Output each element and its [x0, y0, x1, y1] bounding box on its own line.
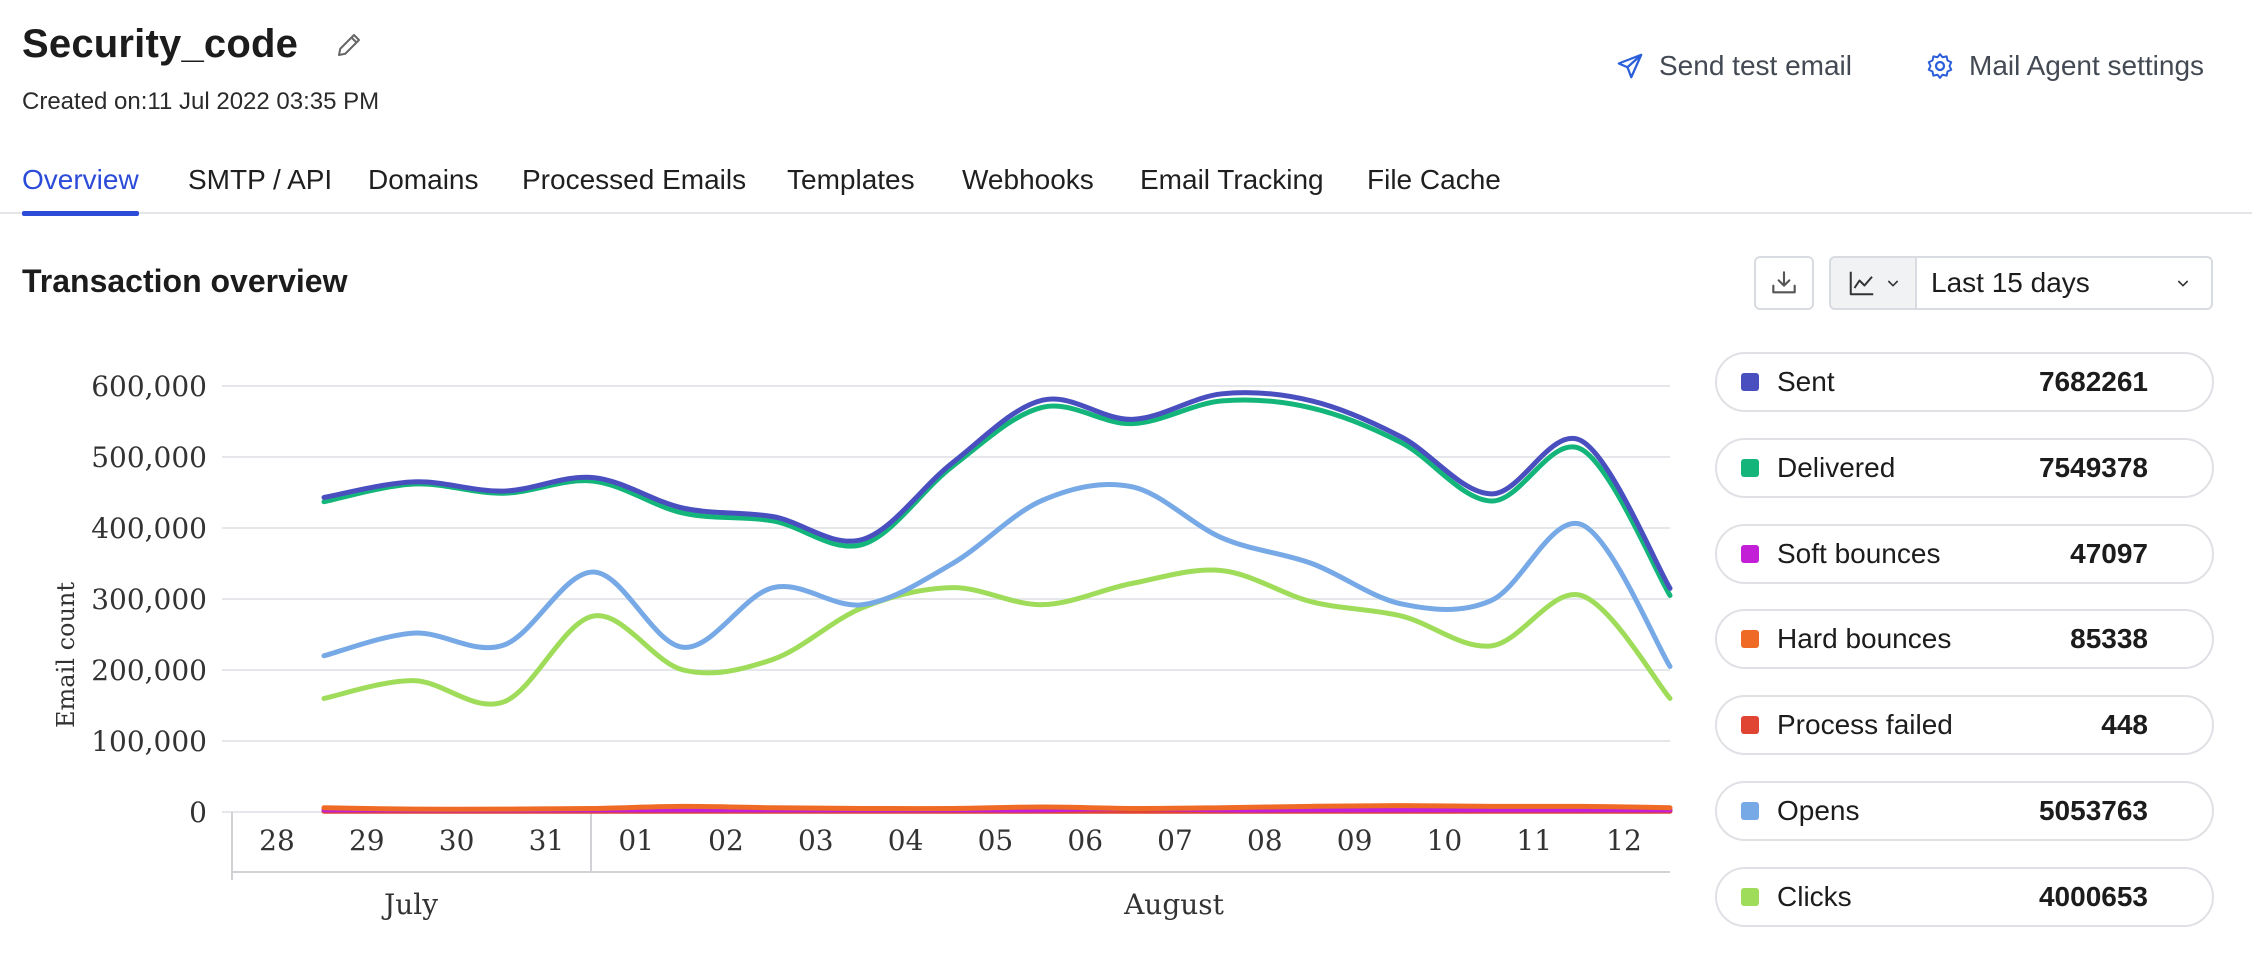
tab-domains[interactable]: Domains: [368, 164, 479, 195]
x-tick-label: 08: [1247, 824, 1283, 857]
x-tick-label: 02: [708, 824, 744, 857]
legend-value: 448: [2101, 709, 2148, 741]
chart-gridlines: [222, 385, 1670, 813]
tab-email-tracking[interactable]: Email Tracking: [1140, 164, 1324, 195]
x-tick-label: 09: [1337, 824, 1373, 857]
series-line-hard-bounces[interactable]: [321, 803, 1673, 812]
legend-name: Opens: [1777, 795, 1860, 826]
series-line-delivered[interactable]: [321, 397, 1673, 598]
date-range-value: Last 15 days: [1931, 267, 2090, 298]
transaction-line-chart: 0 100,000 200,000 300,000 400,000 500,000 600,…: [52, 370, 1673, 921]
x-tick-label: 05: [978, 824, 1014, 857]
legend-name: Hard bounces: [1777, 623, 1952, 655]
legend-value: 85338: [2070, 623, 2148, 655]
tab-processed-emails[interactable]: Processed Emails: [522, 164, 747, 195]
legend-name: Soft bounces: [1777, 537, 1941, 569]
chevron-down-icon: [1887, 280, 1899, 287]
download-button[interactable]: [1754, 256, 1814, 310]
tab-webhooks[interactable]: Webhooks: [962, 164, 1094, 195]
download-icon: [1772, 271, 1796, 294]
tab-smtp-api[interactable]: SMTP / API: [188, 164, 333, 195]
legend-swatch: [1741, 373, 1759, 391]
section-title: Transaction overview: [22, 263, 348, 299]
series-line-clicks[interactable]: [321, 567, 1673, 707]
x-tick-label: 01: [618, 824, 654, 857]
date-range-select[interactable]: Last 15 days: [1915, 256, 2213, 310]
mail-agent-settings-label: Mail Agent settings: [1969, 50, 2205, 81]
gear-icon: [1927, 53, 1953, 79]
send-test-email-label: Send test email: [1659, 50, 1852, 81]
month-label: July: [381, 888, 438, 921]
legend-swatch: [1741, 887, 1759, 906]
y-tick-label: 500,000: [91, 441, 207, 474]
x-tick-label: 28: [259, 824, 295, 857]
pencil-icon[interactable]: [334, 30, 364, 60]
x-axis: 28 29 30 31 01 02 03 04 05 06 07 08 09 10 11 12 July Augu…: [231, 812, 1670, 921]
series-line-opens[interactable]: [321, 482, 1673, 669]
y-tick-label: 0: [189, 796, 207, 829]
x-tick-label: 30: [439, 824, 475, 857]
x-tick-label: 29: [349, 824, 385, 857]
legend-item-soft-bounces[interactable]: Soft bounces 47097: [1715, 523, 2214, 584]
y-axis-ticks: 0 100,000 200,000 300,000 400,000 500,000 600,…: [91, 370, 207, 829]
legend-value: 7549378: [2038, 451, 2148, 483]
legend-value: 4000653: [2038, 880, 2148, 912]
legend-swatch: [1741, 716, 1759, 735]
x-tick-label: 03: [798, 824, 834, 857]
legend-item-delivered[interactable]: Delivered 7549378: [1715, 437, 2214, 498]
legend-swatch: [1741, 802, 1759, 820]
legend-value: 47097: [2070, 537, 2148, 569]
legend-swatch: [1741, 630, 1759, 649]
legend-name: Sent: [1777, 366, 1835, 397]
x-tick-label: 12: [1606, 824, 1642, 857]
y-axis-label: Email count: [52, 582, 80, 728]
legend-value: 7682261: [2038, 366, 2148, 397]
y-tick-label: 300,000: [91, 583, 207, 616]
x-tick-label: 04: [888, 824, 924, 857]
tab-bar: Overview SMTP / API Domains Processed Em…: [0, 160, 2252, 216]
x-tick-label: 06: [1067, 824, 1103, 857]
chevron-down-icon: [2177, 280, 2189, 287]
page-title: Security_code: [22, 22, 299, 66]
chart-type-dropdown[interactable]: [1829, 256, 1917, 310]
x-tick-label: 10: [1427, 824, 1463, 857]
y-tick-label: 200,000: [91, 654, 207, 687]
tab-templates[interactable]: Templates: [787, 164, 915, 195]
send-test-email-button[interactable]: Send test email: [1615, 50, 1852, 82]
legend-item-hard-bounces[interactable]: Hard bounces 85338: [1715, 609, 2214, 670]
legend-name: Delivered: [1777, 451, 1896, 483]
y-tick-label: 100,000: [91, 725, 207, 758]
tab-file-cache[interactable]: File Cache: [1367, 164, 1501, 195]
month-label: August: [1123, 888, 1225, 921]
legend-item-opens[interactable]: Opens 5053763: [1715, 781, 2214, 841]
x-tick-label: 07: [1157, 824, 1193, 857]
legend-item-sent[interactable]: Sent 7682261: [1715, 352, 2214, 412]
legend-name: Process failed: [1777, 709, 1953, 741]
x-tick-label: 11: [1516, 824, 1552, 857]
legend-name: Clicks: [1777, 880, 1852, 912]
tab-overview[interactable]: Overview: [22, 164, 139, 216]
series-line-sent[interactable]: [321, 390, 1673, 591]
mail-agent-settings-button[interactable]: Mail Agent settings: [1925, 50, 2204, 82]
legend-item-process-failed[interactable]: Process failed 448: [1715, 695, 2214, 756]
legend-value: 5053763: [2038, 795, 2148, 826]
y-tick-label: 600,000: [91, 370, 207, 403]
legend-item-clicks[interactable]: Clicks 4000653: [1715, 866, 2214, 927]
created-date: Created on:11 Jul 2022 03:35 PM: [22, 88, 380, 115]
y-tick-label: 400,000: [91, 512, 207, 545]
legend-swatch: [1741, 458, 1759, 477]
x-tick-label: 31: [529, 824, 565, 857]
line-chart-icon: [1849, 271, 1874, 296]
paper-plane-icon: [1617, 53, 1643, 79]
chart-series-lines: [321, 390, 1673, 814]
legend-swatch: [1741, 544, 1759, 563]
